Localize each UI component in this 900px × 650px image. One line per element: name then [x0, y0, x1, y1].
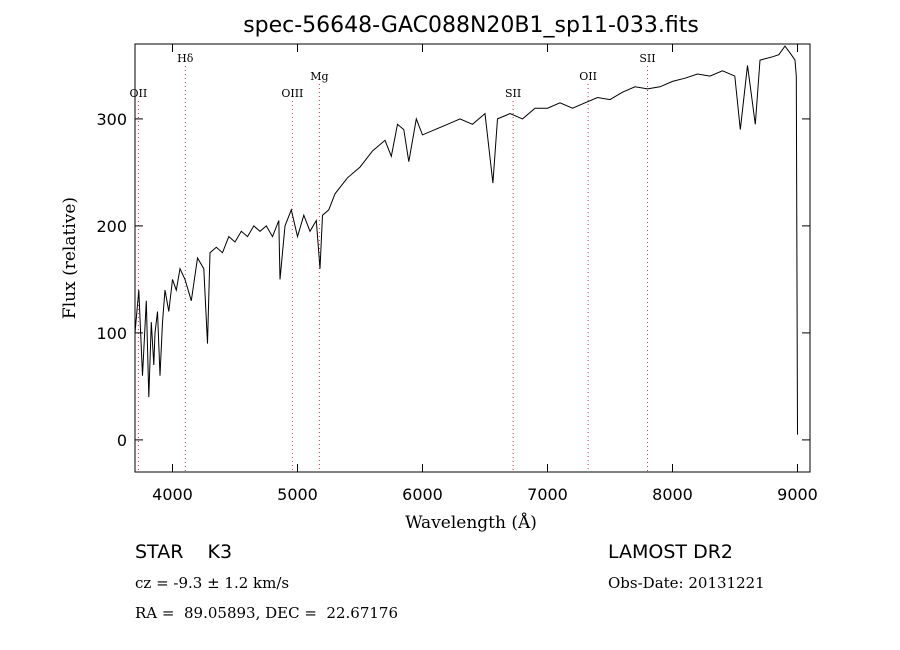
radec-label: RA = 89.05893, DEC = 22.67176 — [135, 604, 399, 622]
line-marker-label: SII — [505, 87, 521, 100]
y-tick-label: 200 — [96, 217, 127, 236]
plot-frame — [134, 43, 811, 473]
cz-label: cz = -9.3 ± 1.2 km/s — [135, 574, 290, 592]
line-marker-label: Mg — [310, 70, 328, 83]
line-markers: OII Hδ OIII Mg SII OII SII — [130, 52, 656, 472]
axis-ticks: 4000 5000 6000 7000 8000 9000 0 100 200 300 — [96, 44, 818, 504]
line-marker-label: Hδ — [177, 52, 194, 65]
x-tick-label: 6000 — [402, 485, 443, 504]
line-marker-label: OII — [130, 87, 148, 100]
y-tick-label: 300 — [96, 110, 127, 129]
x-tick-label: 4000 — [152, 485, 193, 504]
spectrum-line — [134, 45, 798, 435]
x-tick-label: 8000 — [652, 485, 693, 504]
y-tick-label: 0 — [117, 431, 127, 450]
x-tick-label: 5000 — [277, 485, 318, 504]
line-marker-label: OII — [579, 70, 597, 83]
x-tick-label: 7000 — [527, 485, 568, 504]
x-tick-label: 9000 — [777, 485, 818, 504]
x-axis-label: Wavelength (Å) — [405, 512, 537, 533]
class-label: STAR K3 — [135, 541, 233, 563]
survey-label: LAMOST DR2 — [608, 541, 733, 563]
line-marker-label: SII — [639, 52, 655, 65]
chart-title: spec-56648-GAC088N20B1_sp11-033.fits — [243, 13, 699, 38]
y-tick-label: 100 — [96, 324, 127, 343]
obs-date-label: Obs-Date: 20131221 — [608, 574, 765, 592]
y-axis-label: Flux (relative) — [60, 197, 80, 319]
line-marker-label: OIII — [281, 87, 303, 100]
